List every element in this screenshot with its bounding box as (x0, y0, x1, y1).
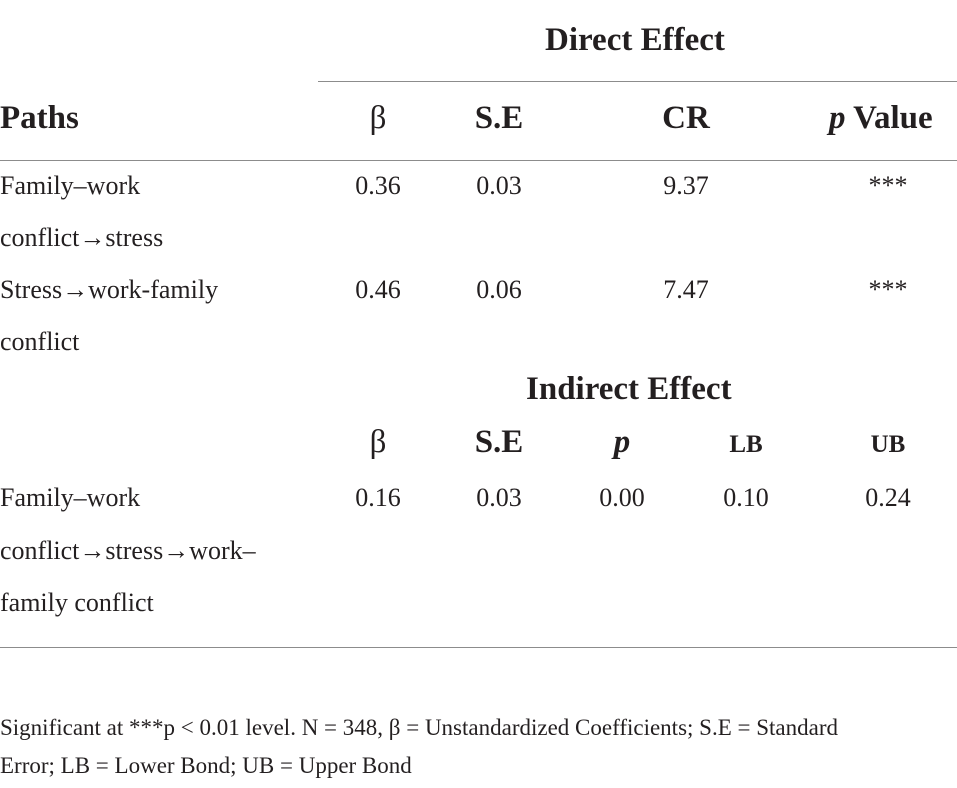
indirect-beta: 0.16 (355, 483, 401, 512)
row2-se: 0.06 (476, 275, 522, 304)
header-rule (0, 160, 957, 161)
direct-effect-rule (318, 81, 957, 82)
indirect-se: 0.03 (476, 483, 522, 512)
header-paths: Paths (0, 100, 79, 136)
header-se: S.E (474, 100, 524, 136)
indirect-lb: 0.10 (723, 483, 769, 512)
indirect-path-line1: Family–work (0, 483, 141, 512)
indirect-header-se: S.E (474, 424, 524, 460)
row1-path-line1: Family–work (0, 171, 141, 200)
header-p-value: p Value (829, 100, 933, 137)
row2-beta: 0.46 (355, 275, 401, 304)
indirect-path-line2: conflict→stress→work– (0, 536, 256, 565)
header-value-label: Value (845, 100, 933, 136)
row2-path-line1: Stress→work-family (0, 275, 219, 304)
indirect-header-ub: UB (870, 431, 906, 458)
row1-cr: 9.37 (663, 171, 709, 200)
indirect-effect-title: Indirect Effect (526, 371, 732, 407)
header-beta: β (369, 100, 387, 136)
row2-path-line2: conflict (0, 327, 80, 356)
table-bottom-rule (0, 647, 957, 648)
footnote-line1: Significant at ***p < 0.01 level. N = 34… (0, 715, 838, 740)
direct-effect-title: Direct Effect (545, 22, 725, 58)
indirect-header-lb: LB (729, 431, 763, 458)
row1-se: 0.03 (476, 171, 522, 200)
row1-p: *** (868, 171, 908, 200)
footnote-line2: Error; LB = Lower Bond; UB = Upper Bond (0, 753, 412, 778)
indirect-ub: 0.24 (865, 483, 911, 512)
row2-p: *** (868, 275, 908, 304)
row2-cr: 7.47 (663, 275, 709, 304)
header-cr: CR (662, 100, 710, 136)
header-p-italic: p (829, 100, 846, 136)
indirect-path-line3: family conflict (0, 588, 154, 617)
indirect-header-beta: β (369, 424, 387, 460)
row1-beta: 0.36 (355, 171, 401, 200)
indirect-p: 0.00 (599, 483, 645, 512)
indirect-header-p: p (613, 424, 631, 460)
row1-path-line2: conflict→stress (0, 223, 164, 252)
